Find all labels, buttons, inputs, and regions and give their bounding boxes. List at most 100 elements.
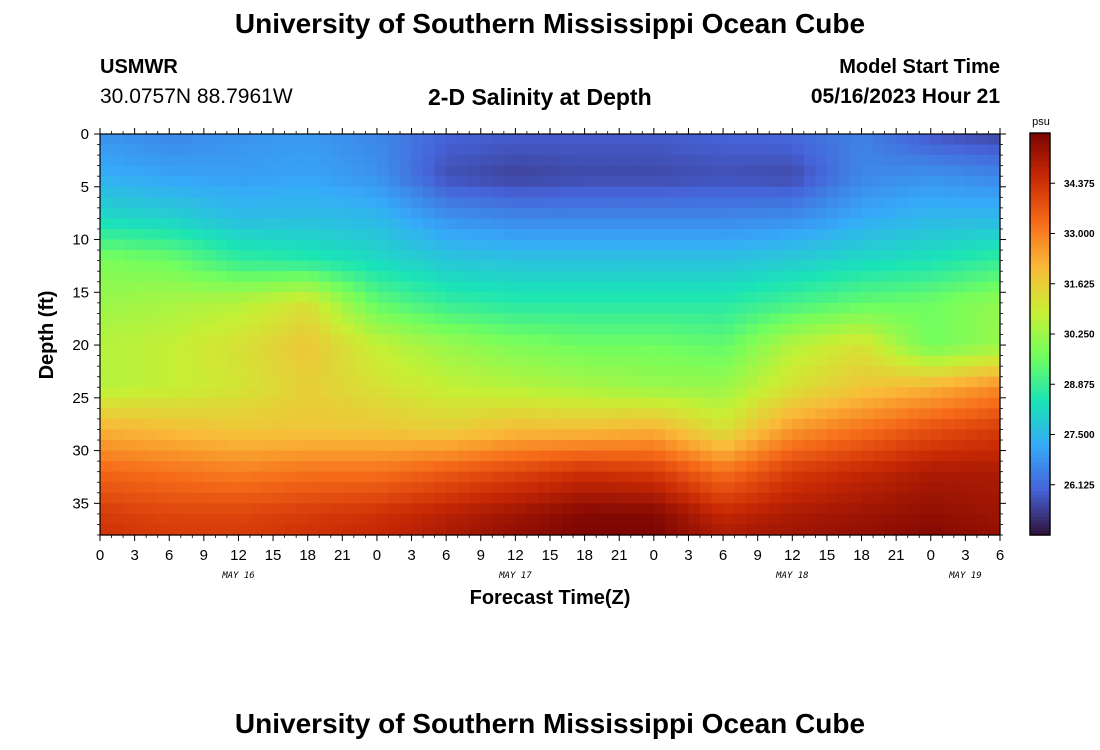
heatmap-cell (988, 397, 1001, 409)
heatmap-cell (203, 239, 216, 251)
heatmap-cell (573, 482, 586, 494)
heatmap-cell (953, 292, 966, 304)
heatmap-cell (930, 176, 943, 188)
heatmap-cell (446, 186, 459, 198)
heatmap-cell (319, 513, 332, 526)
heatmap-cell (400, 271, 413, 283)
heatmap-cell (146, 461, 159, 473)
heatmap-cell (688, 355, 701, 367)
heatmap-cell (988, 492, 1001, 504)
heatmap-cell (757, 334, 770, 346)
heatmap-cell (665, 144, 678, 156)
heatmap-cell (884, 397, 897, 409)
heatmap-cell (965, 302, 978, 314)
colorbar-segment (1030, 279, 1050, 284)
heatmap-cell (965, 313, 978, 325)
heatmap-cell (353, 513, 366, 526)
heatmap-cell (446, 176, 459, 188)
heatmap-cell (676, 418, 690, 431)
heatmap-cell (388, 292, 401, 304)
heatmap-cell (757, 155, 770, 167)
heatmap-cell (561, 134, 574, 146)
heatmap-cell (850, 524, 863, 536)
heatmap-cell (192, 260, 205, 272)
heatmap-cell (342, 513, 355, 526)
heatmap-cell (803, 260, 816, 272)
heatmap-cell (746, 250, 759, 262)
heatmap-cell (376, 461, 390, 473)
heatmap-cell (157, 482, 170, 494)
heatmap-cell (434, 186, 447, 198)
heatmap-cell (169, 250, 182, 262)
heatmap-cell (769, 450, 782, 462)
heatmap-cell (596, 239, 609, 251)
heatmap-cell (826, 207, 840, 220)
heatmap-cell (907, 281, 920, 293)
heatmap-cell (457, 524, 470, 536)
heatmap-cell (803, 186, 816, 198)
heatmap-cell (584, 323, 597, 336)
heatmap-cell (769, 260, 782, 272)
heatmap-cell (434, 345, 447, 357)
heatmap-cell (642, 207, 655, 220)
heatmap-cell (376, 302, 390, 314)
heatmap-cell (250, 134, 263, 146)
heatmap-cell (261, 207, 274, 220)
heatmap-cell (284, 492, 297, 504)
heatmap-cell (261, 271, 274, 283)
heatmap-cell (711, 271, 724, 283)
heatmap-cell (803, 271, 816, 283)
heatmap-cell (342, 366, 355, 378)
heatmap-cell (630, 144, 643, 156)
heatmap-cell (100, 313, 113, 325)
heatmap-cell (976, 292, 990, 304)
heatmap-cell (630, 408, 643, 420)
heatmap-cell (653, 513, 666, 526)
heatmap-cell (353, 366, 366, 378)
heatmap-cell (653, 197, 666, 209)
heatmap-cell (388, 513, 401, 526)
heatmap-cell (873, 239, 886, 251)
heatmap-cell (365, 176, 378, 188)
heatmap-cell (723, 207, 736, 220)
heatmap-cell (930, 492, 943, 504)
heatmap-cell (711, 186, 724, 198)
heatmap-cell (226, 471, 240, 483)
heatmap-cell (873, 408, 886, 420)
heatmap-cell (376, 513, 390, 526)
heatmap-cell (215, 144, 228, 156)
heatmap-cell (700, 355, 713, 367)
heatmap-cell (965, 165, 978, 177)
heatmap-cell (665, 323, 678, 336)
heatmap-cell (584, 313, 597, 325)
heatmap-cell (688, 250, 701, 262)
heatmap-cell (123, 482, 136, 494)
heatmap-cell (769, 524, 782, 536)
heatmap-cell (815, 218, 828, 230)
heatmap-cell (896, 440, 909, 452)
heatmap-cell (653, 461, 666, 473)
colorbar-segment (1030, 341, 1050, 346)
heatmap-cell (273, 218, 286, 230)
heatmap-cell (146, 176, 159, 188)
heatmap-cell (642, 165, 655, 177)
heatmap-cell (134, 271, 147, 283)
heatmap-cell (873, 313, 886, 325)
heatmap-cell (907, 376, 920, 388)
heatmap-cell (134, 524, 147, 536)
heatmap-cell (942, 207, 955, 220)
heatmap-cell (100, 228, 113, 241)
heatmap-cell (526, 355, 540, 367)
heatmap-cell (953, 355, 966, 367)
heatmap-cell (700, 207, 713, 220)
heatmap-cell (573, 250, 586, 262)
heatmap-cell (169, 450, 182, 462)
heatmap-cell (296, 260, 309, 272)
heatmap-cell (284, 165, 297, 177)
heatmap-cell (792, 440, 805, 452)
heatmap-cell (411, 524, 424, 536)
heatmap-cell (261, 197, 274, 209)
heatmap-cell (665, 450, 678, 462)
heatmap-cell (434, 408, 447, 420)
heatmap-cell (757, 355, 770, 367)
